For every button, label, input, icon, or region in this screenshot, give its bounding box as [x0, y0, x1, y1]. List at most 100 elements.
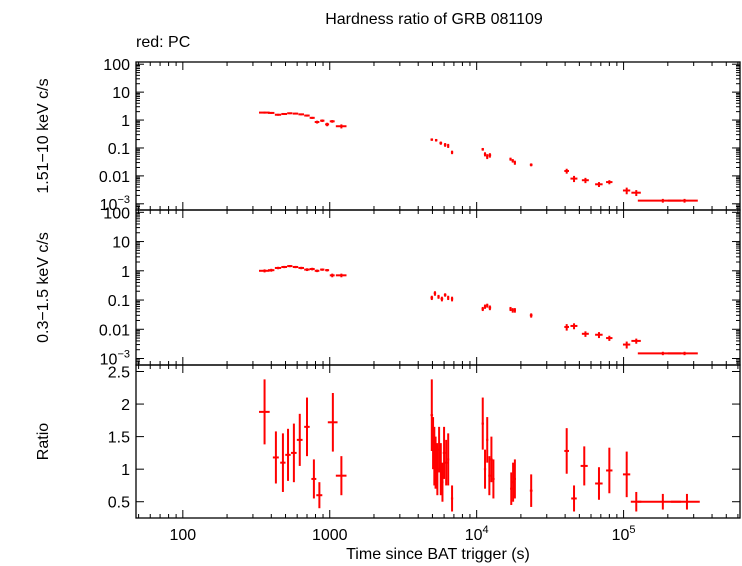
y-tick-label-hard-1: 10: [112, 85, 130, 102]
data-point-hard-34: [631, 190, 641, 197]
data-point-soft-29: [564, 324, 569, 331]
y-tick-label-hard-2: 1: [121, 113, 130, 130]
y-tick-label-ratio-3: 1: [121, 462, 130, 479]
data-point-soft-2: [274, 266, 282, 270]
data-point-soft-13: [335, 273, 347, 278]
data-point-hard-8: [309, 116, 315, 119]
data-point-soft-10: [320, 268, 325, 271]
data-point-hard-25: [511, 159, 514, 163]
data-point-soft-11: [325, 269, 330, 272]
y-tick-label-ratio-0: 2.5: [108, 365, 130, 382]
data-point-ratio-28: [492, 459, 495, 499]
data-point-ratio-1: [272, 431, 279, 484]
x-tick-label-3: 105: [612, 524, 636, 544]
data-point-soft-16: [437, 294, 440, 299]
data-point-soft-35: [631, 338, 641, 344]
data-point-hard-10: [320, 119, 325, 123]
data-point-soft-17: [440, 296, 444, 302]
data-point-hard-23: [488, 153, 492, 158]
data-point-hard-20: [481, 147, 484, 151]
data-point-ratio-23: [481, 397, 484, 450]
data-point-hard-2: [274, 113, 282, 116]
data-point-hard-17: [443, 143, 447, 147]
panel-frame-soft: [135, 209, 741, 366]
data-point-ratio-35: [580, 446, 588, 486]
data-point-hard-19: [450, 150, 454, 155]
data-point-ratio-11: [430, 379, 434, 451]
data-point-ratio-9: [327, 392, 338, 452]
chart-subtitle: red: PC: [136, 34, 190, 51]
data-point-soft-33: [606, 335, 613, 341]
data-point-hard-26: [513, 160, 516, 165]
data-point-hard-9: [314, 120, 320, 124]
data-point-soft-19: [447, 295, 450, 301]
data-point-ratio-41: [670, 493, 700, 510]
data-point-hard-6: [298, 113, 305, 116]
data-point-ratio-22: [450, 485, 454, 512]
x-tick-label-2: 104: [465, 524, 489, 544]
data-point-ratio-25: [486, 417, 489, 463]
data-point-ratio-5: [296, 413, 303, 466]
panel-frame-ratio: [135, 364, 741, 519]
data-point-ratio-2: [280, 433, 286, 492]
data-point-hard-13: [335, 124, 347, 129]
y-tick-label-ratio-1: 2: [121, 397, 130, 414]
data-point-soft-14: [430, 295, 434, 301]
y-axis-label-hard: 1.51−10 keV c/s: [35, 78, 52, 193]
data-point-ratio-4: [291, 423, 297, 483]
data-point-ratio-0: [259, 379, 270, 445]
y-tick-label-hard-0: 100: [103, 57, 130, 74]
data-point-hard-11: [325, 122, 330, 127]
data-point-soft-26: [511, 308, 514, 313]
y-tick-label-ratio-2: 1.5: [108, 430, 130, 447]
data-point-ratio-30: [512, 462, 515, 502]
data-point-ratio-19: [442, 426, 446, 479]
data-point-soft-20: [450, 296, 454, 302]
data-point-hard-12: [329, 120, 335, 123]
y-axis-label-ratio: Ratio: [35, 423, 52, 460]
data-point-soft-23: [486, 303, 489, 308]
data-point-soft-7: [304, 268, 310, 272]
data-point-ratio-8: [316, 482, 323, 509]
data-point-ratio-31: [513, 459, 516, 499]
data-point-hard-0: [259, 111, 270, 114]
data-point-hard-7: [304, 114, 310, 117]
data-point-ratio-26: [488, 456, 491, 496]
data-point-soft-27: [513, 308, 516, 313]
data-point-ratio-7: [311, 459, 317, 499]
data-point-hard-15: [434, 138, 438, 142]
x-tick-label-0: 100: [169, 527, 196, 544]
data-point-soft-18: [443, 293, 447, 297]
data-point-hard-4: [287, 112, 293, 115]
data-point-ratio-24: [483, 449, 487, 489]
data-point-ratio-36: [595, 467, 603, 500]
y-tick-label-hard-3: 0.1: [108, 141, 130, 158]
panel-frame-hard: [135, 61, 741, 211]
data-point-hard-31: [595, 182, 603, 187]
y-axis-label-soft: 0.3−1.5 keV c/s: [35, 232, 52, 343]
data-point-soft-31: [581, 331, 589, 337]
chart-title: Hardness ratio of GRB 081109: [325, 11, 543, 28]
data-point-soft-5: [292, 265, 299, 269]
data-point-hard-14: [430, 138, 434, 141]
data-point-hard-28: [564, 168, 569, 174]
y-tick-label-soft-4: 0.01: [99, 322, 130, 339]
data-point-ratio-14: [434, 436, 437, 489]
data-point-soft-37: [667, 351, 698, 356]
data-point-hard-36: [667, 198, 698, 203]
data-point-soft-12: [329, 273, 335, 278]
data-point-hard-16: [439, 141, 443, 145]
data-point-hard-18: [447, 143, 450, 148]
data-point-soft-25: [509, 306, 512, 312]
y-tick-label-soft-1: 10: [112, 235, 130, 252]
data-point-ratio-38: [622, 451, 631, 498]
x-axis-label: Time since BAT trigger (s): [346, 546, 530, 563]
data-point-ratio-37: [606, 447, 613, 494]
data-point-hard-30: [581, 177, 589, 184]
data-point-ratio-6: [304, 397, 310, 457]
y-tick-label-hard-4: 0.01: [99, 169, 130, 186]
data-point-soft-30: [570, 323, 578, 330]
